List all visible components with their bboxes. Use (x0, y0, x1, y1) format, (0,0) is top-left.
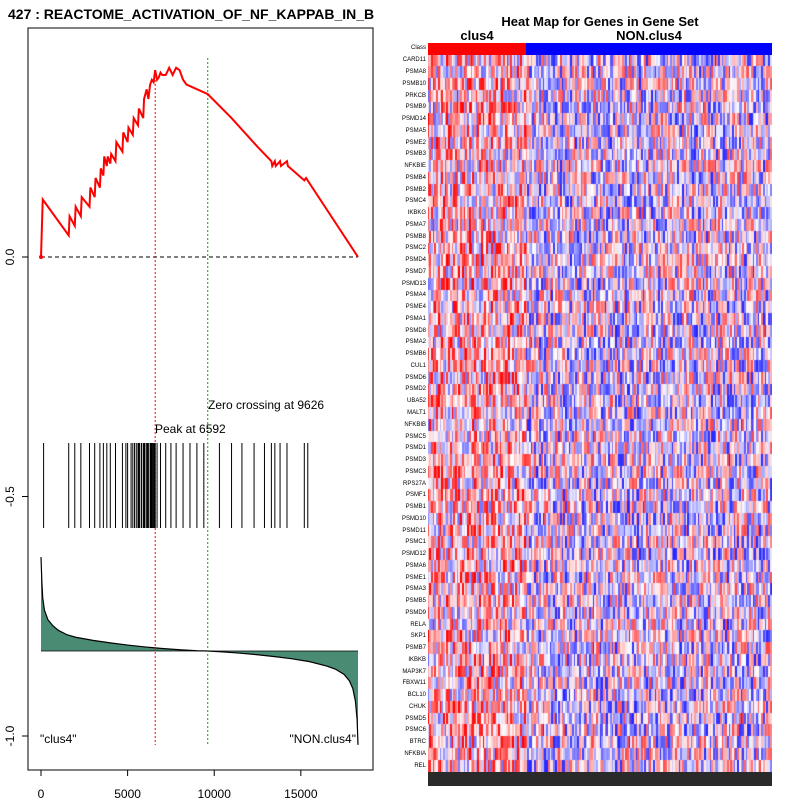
gene-label: PSMA3 (405, 586, 426, 593)
class-name-label: clus4 (460, 28, 494, 43)
gene-label: PSMA6 (405, 562, 426, 569)
gene-label: IKBKB (408, 656, 426, 663)
gene-label: PSMC1 (405, 539, 426, 546)
gene-label: PSME4 (405, 304, 426, 311)
reference-lines (41, 58, 358, 745)
gene-hits (43, 443, 309, 528)
class-bar-clus4 (428, 43, 527, 55)
gene-label: CHUK (408, 703, 426, 710)
heatmap-grid (428, 55, 772, 772)
right-class-label: "NON.clus4" (289, 732, 356, 746)
gene-label: NFKBIA (404, 750, 426, 757)
gene-label: RPS27A (402, 480, 426, 487)
es-curve (40, 65, 359, 258)
gene-label: PSMA2 (405, 339, 426, 346)
gene-label: PSMB2 (405, 186, 426, 193)
enrichment-plot: 0 5000 10000 15000 0.0 -0.5 -1.0 Peak at 6592… (3, 27, 374, 800)
gene-label: PSMF1 (405, 492, 426, 499)
y-axis: 0.0 -0.5 -1.0 (3, 248, 29, 746)
gene-label: MALT1 (407, 410, 426, 416)
gene-label: UBA52 (406, 398, 426, 405)
gene-label: PSMB7 (405, 645, 426, 652)
x-tick-label: 0 (38, 787, 45, 800)
gene-label: PRKCB (405, 92, 426, 99)
gene-label: PSMD7 (405, 268, 426, 275)
gene-label: SKP1 (410, 633, 426, 640)
es-start-point (39, 255, 43, 259)
gene-label: BTRC (409, 739, 426, 746)
gene-label: PSMA7 (405, 221, 426, 228)
gene-label: PSMD13 (401, 280, 426, 287)
gene-label: PSMD3 (405, 457, 426, 464)
gene-label: BCL10 (407, 692, 426, 699)
gene-label: PSMD8 (405, 327, 426, 334)
gene-label: PSMC2 (405, 245, 426, 252)
ranked-metric-area (40, 557, 359, 745)
gene-label: REL (414, 762, 426, 769)
gene-label: PSMD1 (405, 445, 426, 452)
gene-label: PSMB9 (405, 104, 426, 111)
gene-label: PSMC5 (405, 433, 426, 440)
enrichment-score-line (39, 65, 359, 259)
x-axis: 0 5000 10000 15000 (38, 769, 318, 800)
gene-label: PSMD9 (405, 609, 426, 616)
class-row-label: Class (410, 45, 426, 51)
gene-label: PSMD2 (405, 386, 426, 393)
y-tick-label: -1.0 (3, 725, 17, 746)
x-tick-label: 10000 (198, 787, 232, 800)
gene-label: PSMA1 (405, 315, 426, 322)
y-tick-label: 0.0 (3, 248, 17, 265)
gene-label: PSMD14 (401, 116, 426, 123)
gene-label: PSME1 (405, 574, 426, 581)
gene-label: PSMD11 (402, 527, 426, 534)
heatmap-title: Heat Map for Genes in Gene Set (501, 14, 699, 29)
gene-label: PSME2 (405, 139, 426, 146)
gene-label: PSMB5 (405, 598, 426, 605)
gene-label: PSMB6 (405, 351, 426, 358)
left-class-label: "clus4" (40, 732, 77, 746)
gene-label: FBXW11 (402, 680, 426, 687)
gene-label: PSMC6 (405, 727, 426, 734)
gene-label: PSMA5 (405, 127, 426, 134)
gene-label: CARD11 (402, 57, 426, 64)
zero-crossing-label: Zero crossing at 9626 (208, 398, 324, 412)
gene-label: IKBKG (407, 210, 426, 217)
gene-label: PSMB10 (402, 80, 426, 87)
gene-label: PSMC3 (405, 468, 426, 475)
gene-label: PSMA8 (405, 69, 426, 76)
class-name-label: NON.clus4 (616, 28, 682, 43)
peak-label: Peak at 6592 (155, 422, 226, 436)
gene-label: PSMD5 (405, 715, 426, 722)
gene-label: PSMD12 (401, 551, 426, 558)
gene-label: NFKBIE (404, 163, 426, 170)
gene-label: NFKBIB (404, 421, 426, 428)
gene-label: CUL1 (410, 362, 426, 369)
annotations: Peak at 6592 Zero crossing at 9626 "clus… (40, 398, 356, 746)
y-tick-label: -0.5 (3, 486, 17, 507)
x-tick-label: 15000 (284, 787, 318, 800)
gene-label: PSMD4 (405, 257, 426, 264)
gene-label: PSMD10 (401, 515, 426, 522)
gene-label: PSMB4 (405, 174, 426, 181)
gene-label: PSMB8 (405, 233, 426, 240)
gene-label: PSMA4 (405, 292, 426, 299)
gene-label: MAP3K7 (402, 668, 426, 675)
heatmap-footer-strip (428, 772, 772, 786)
x-tick-label: 5000 (114, 787, 141, 800)
gene-label: PSMB1 (405, 504, 426, 511)
gene-label: PSMB3 (405, 151, 426, 158)
gene-label: PSMC4 (405, 198, 426, 205)
gene-label: RELA (410, 621, 426, 628)
class-bar-non-clus4 (526, 43, 772, 55)
page-title: 427 : REACTOME_ACTIVATION_OF_NF_KAPPAB_I… (8, 6, 375, 22)
gene-label: PSMD6 (405, 374, 426, 381)
